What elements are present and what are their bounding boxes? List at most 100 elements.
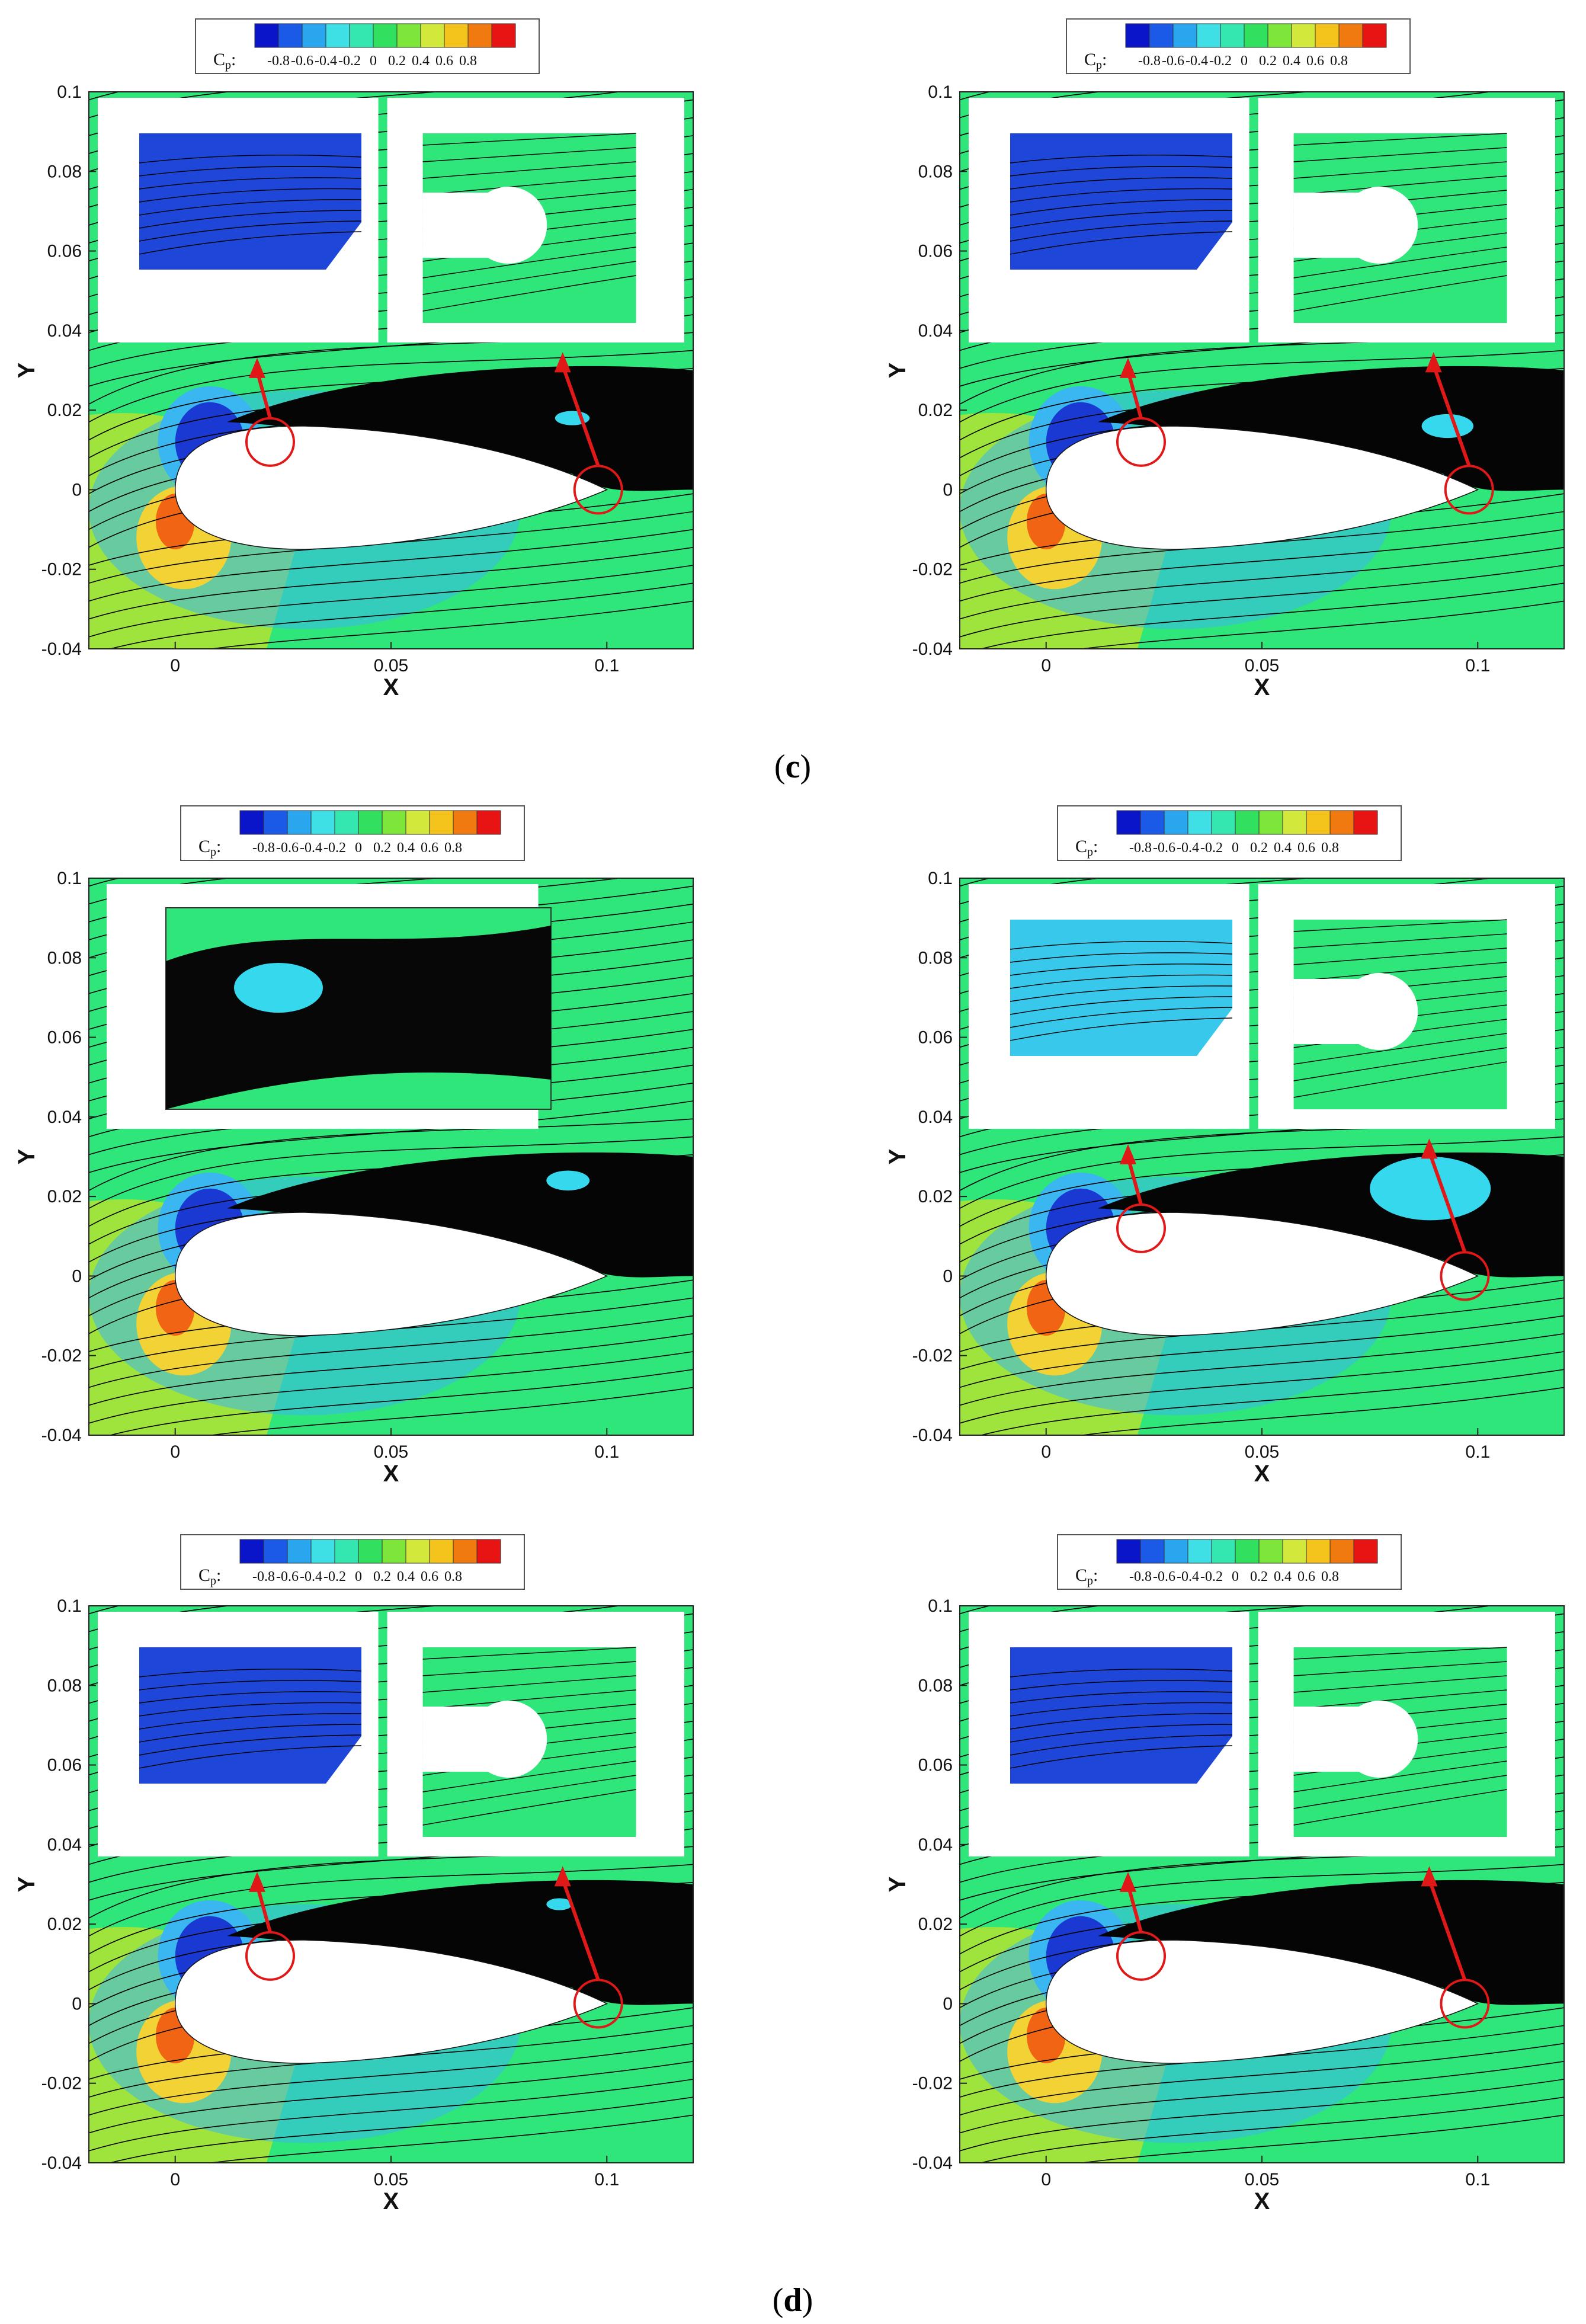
y-tick-label: -0.04 xyxy=(912,639,953,659)
colorbar-swatch xyxy=(1353,1539,1378,1564)
colorbar: -0.8 -0.6 -0.4 -0.2 0 0.2 0.4 0.6 0.8 Cp: xyxy=(180,805,525,861)
y-tick-label: 0.04 xyxy=(47,1835,82,1855)
colorbar-title: Cp: xyxy=(198,1566,221,1587)
y-tick-label: 0.06 xyxy=(918,242,953,261)
colorbar-tick-label: 0.6 xyxy=(421,1569,438,1584)
inset-streamline xyxy=(422,1789,636,1826)
colorbar-swatch xyxy=(1338,23,1363,48)
colorbar-swatch xyxy=(358,1539,383,1564)
airfoil-body xyxy=(1045,1939,1479,2064)
colorbar-swatch xyxy=(453,810,478,835)
panel-d-top-right: -0.04 -0.02 0 0.02 0.04 0.06 0.08 0.1 Y 0 0.05 0.1 X… xyxy=(885,805,1565,1487)
colorbar-tick-label: -0.2 xyxy=(323,840,346,856)
colorbar-title: Cp: xyxy=(213,50,236,72)
colorbar: -0.8 -0.6 -0.4 -0.2 0 0.2 0.4 0.6 0.8 Cp: xyxy=(1057,805,1402,861)
colorbar-tick-label: -0.2 xyxy=(1209,53,1232,69)
colorbar-swatch xyxy=(444,23,469,48)
x-axis-label: X xyxy=(1254,2188,1270,2214)
caption-c: (c) xyxy=(774,748,811,785)
y-tick-label: 0.02 xyxy=(918,1915,953,1934)
colorbar-swatch xyxy=(1258,1539,1283,1564)
inset-streamline xyxy=(139,166,362,177)
colorbar: -0.8 -0.6 -0.4 -0.2 0 0.2 0.4 0.6 0.8 Cp: xyxy=(1057,1534,1402,1590)
separation-wake xyxy=(1098,366,1564,491)
inset-contour xyxy=(139,1647,361,1784)
inset-recirculation-core xyxy=(234,963,323,1013)
inset-streamline xyxy=(1293,933,1507,949)
inset-streamline xyxy=(139,1680,362,1691)
inset-streamline xyxy=(1010,985,1233,1002)
y-tick-label: 0.1 xyxy=(928,82,953,102)
streamline xyxy=(960,1136,1564,1209)
colorbar-swatch xyxy=(476,810,501,835)
inset-streamline xyxy=(139,1691,362,1704)
streamline xyxy=(960,1864,1564,1936)
colorbar-swatch xyxy=(476,1539,501,1564)
streamline xyxy=(89,529,693,602)
x-tick-label: 0.05 xyxy=(1245,1442,1279,1462)
inset-streamline xyxy=(422,1760,636,1792)
callout-arrow xyxy=(1427,1878,1467,1981)
y-axis-label: Y xyxy=(14,1148,40,1164)
colorbar-tick-label: 0.4 xyxy=(1274,840,1292,856)
airfoil-body xyxy=(1045,1212,1479,1336)
arrowhead xyxy=(1425,352,1442,373)
inset-contour xyxy=(1010,1647,1232,1784)
streamline xyxy=(89,350,693,422)
colorbar-swatch xyxy=(349,23,374,48)
x-tick-label: 0.05 xyxy=(374,2170,408,2189)
y-tick-label: 0 xyxy=(943,480,953,500)
x-tick-label: 0 xyxy=(1041,1442,1051,1462)
inset-streamline xyxy=(139,1724,362,1743)
y-axis: -0.04 -0.02 0 0.02 0.04 0.06 0.08 0.1 Y xyxy=(885,1596,967,2173)
inset-streamline xyxy=(1010,1713,1233,1730)
inset-body-cutout xyxy=(1293,186,1418,264)
streamline xyxy=(979,582,1564,649)
inset-streamline xyxy=(1293,1760,1507,1792)
x-tick-label: 0 xyxy=(170,656,180,676)
y-axis-label: Y xyxy=(14,362,40,378)
y-tick-label: -0.02 xyxy=(41,2074,82,2093)
streamline xyxy=(960,2043,1564,2116)
colorbar-swatch xyxy=(1235,1539,1260,1564)
y-tick-label: -0.02 xyxy=(912,560,953,580)
colorbar-tick-label: 0.2 xyxy=(373,840,391,856)
colorbar-tick-label: 0.8 xyxy=(1321,1569,1339,1584)
y-tick-label: -0.04 xyxy=(41,639,82,659)
y-tick-label: 0.1 xyxy=(57,1596,82,1616)
airfoil-body xyxy=(174,1212,608,1336)
y-tick-label: -0.04 xyxy=(41,2153,82,2173)
panel-d-bottom-left: -0.04 -0.02 0 0.02 0.04 0.06 0.08 0.1 Y 0 0.05 0.1 X… xyxy=(14,1534,694,2214)
colorbar-swatch xyxy=(429,1539,454,1564)
inset-leading-edge xyxy=(969,98,1249,342)
streamline xyxy=(89,1100,693,1173)
inset-streamline xyxy=(1293,275,1507,312)
inset-streamline xyxy=(1293,261,1507,295)
inset-leading-edge xyxy=(969,884,1249,1129)
colorbar-swatch xyxy=(302,23,326,48)
colorbar-swatch xyxy=(1282,1539,1307,1564)
colorbar-swatch xyxy=(1140,810,1165,835)
inset-streamline xyxy=(1293,919,1507,932)
callout-arrow xyxy=(560,1878,600,1981)
colorbar-tick-label: 0.6 xyxy=(1297,840,1315,856)
y-axis: -0.04 -0.02 0 0.02 0.04 0.06 0.08 0.1 Y xyxy=(14,1596,96,2173)
streamline xyxy=(207,600,693,649)
y-axis: -0.04 -0.02 0 0.02 0.04 0.06 0.08 0.1 Y xyxy=(885,82,967,659)
x-tick-label: 0.1 xyxy=(594,2170,619,2189)
arrowhead xyxy=(554,1866,571,1887)
panel-c-left: -0.04 -0.02 0 0.02 0.04 0.06 0.08 0.1 Y 0 0.05 0.1 X… xyxy=(14,18,694,700)
inset-trailing-edge xyxy=(387,1612,684,1856)
y-axis: -0.04 -0.02 0 0.02 0.04 0.06 0.08 0.1 Y xyxy=(14,82,96,659)
colorbar-swatch xyxy=(453,1539,478,1564)
colorbar-tick-label: 0.8 xyxy=(444,840,462,856)
colorbar-tick-label: -0.6 xyxy=(1153,1569,1175,1584)
recirculation-core xyxy=(546,1170,590,1191)
inset-streamline xyxy=(422,1675,636,1693)
inset-contour xyxy=(1010,920,1232,1056)
arrowhead xyxy=(554,352,571,373)
separation-wake xyxy=(227,366,693,491)
y-tick-label: 0 xyxy=(72,1266,82,1286)
colorbar-swatch xyxy=(1353,810,1378,835)
colorbar-swatch xyxy=(1116,810,1141,835)
